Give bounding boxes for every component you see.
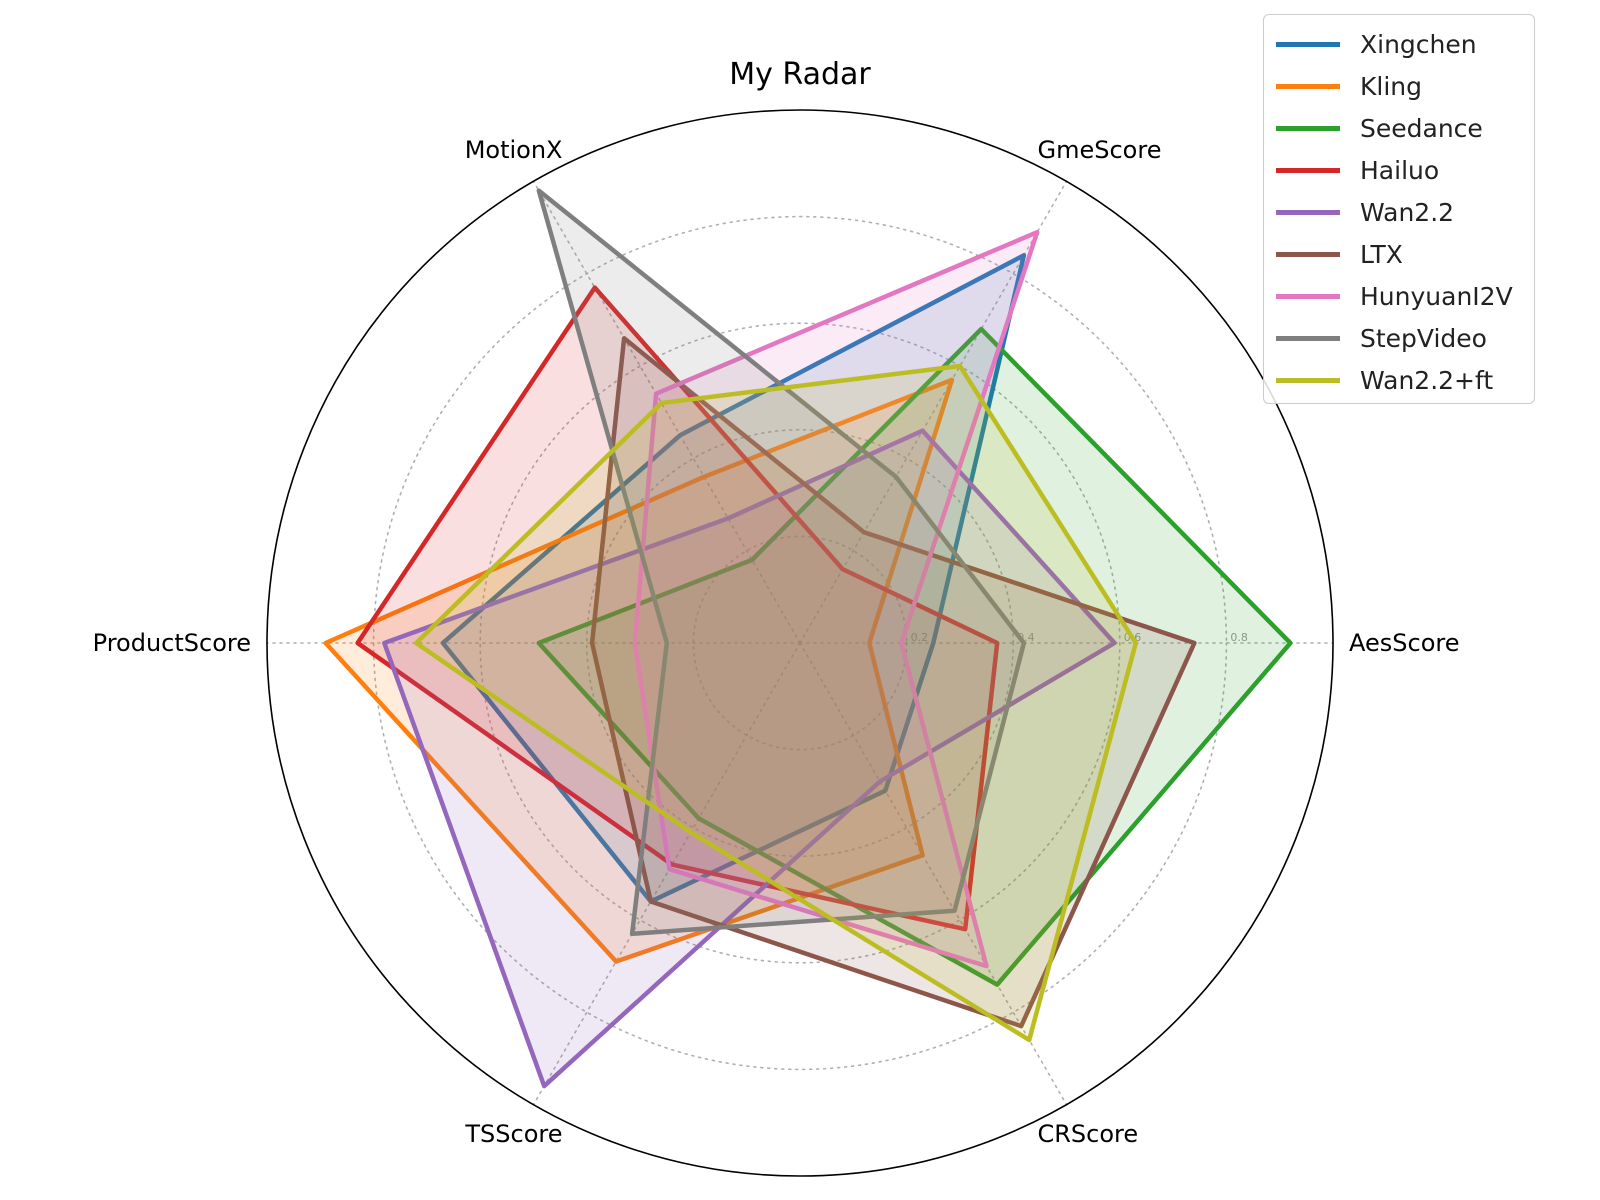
r-tick-label: 0.8: [1230, 631, 1248, 644]
axis-label-crscore: CRScore: [1038, 1120, 1139, 1148]
series-fill-stepvideo: [538, 190, 1024, 934]
legend-swatch: [1276, 167, 1340, 173]
axis-label-gmescore: GmeScore: [1038, 136, 1162, 164]
legend-item: HunyuanI2V: [1264, 275, 1534, 317]
series-line-hailuo: [355, 285, 1000, 932]
legend-swatch: [1276, 83, 1340, 89]
series-fill-xingchen: [442, 255, 1024, 902]
legend-label: Kling: [1360, 71, 1422, 101]
series-fill-seedance: [538, 329, 1291, 985]
series-fill-hailuo: [357, 287, 998, 930]
series-line-kling: [323, 377, 955, 964]
legend-label: StepVideo: [1360, 323, 1487, 353]
r-tick-label: 0.2: [911, 631, 929, 644]
legend-label: Hailuo: [1360, 155, 1440, 185]
legend-swatch: [1276, 377, 1340, 383]
legend-item: Xingchen: [1264, 23, 1534, 65]
legend-swatch: [1276, 335, 1340, 341]
legend-item: Seedance: [1264, 107, 1534, 149]
grid-ring: [585, 428, 1014, 857]
series-fill-wan2.2+ft: [416, 366, 1136, 1040]
series-line-wan2.2+ft: [413, 363, 1139, 1043]
series-line-wan2.2: [382, 428, 1117, 1089]
legend-label: Wan2.2: [1360, 197, 1455, 227]
legend-label: LTX: [1360, 239, 1403, 269]
legend-label: Xingchen: [1360, 29, 1477, 59]
axis-label-aesscore: AesScore: [1349, 629, 1459, 657]
legend-item: Wan2.2: [1264, 191, 1534, 233]
grid-spoke: [799, 642, 1068, 1106]
radar-axis-labels: AesScore GmeScore MotionX ProductScore TSSco…: [93, 136, 1460, 1148]
radar-series-layer: [323, 188, 1293, 1089]
legend-swatch: [1276, 125, 1340, 131]
legend-item: Hailuo: [1264, 149, 1534, 191]
legend-swatch: [1276, 209, 1340, 215]
legend-swatch: [1276, 293, 1340, 299]
chart-title: My Radar: [729, 57, 871, 92]
series-line-hunyuani2v: [632, 229, 1040, 969]
outer-frame: [266, 109, 1334, 1177]
legend-label: Wan2.2+ft: [1360, 365, 1494, 395]
series-line-seedance: [536, 326, 1293, 987]
legend-item: Wan2.2+ft: [1264, 359, 1534, 401]
legend-label: HunyuanI2V: [1360, 281, 1513, 311]
legend-item: LTX: [1264, 233, 1534, 275]
grid-spoke: [799, 180, 1068, 644]
axis-label-motionx: MotionX: [465, 136, 563, 164]
grid-spoke: [532, 642, 801, 1106]
grid-ring: [479, 322, 1121, 964]
legend: Xingchen Kling Seedance Hailuo Wan2.2 LTX Huny…: [1263, 14, 1535, 404]
series-fill-wan2.2: [384, 430, 1115, 1087]
legend-swatch: [1276, 251, 1340, 257]
series-line-xingchen: [440, 253, 1027, 904]
series-line-ltx: [589, 336, 1197, 1029]
grid-spoke: [532, 180, 801, 644]
axis-label-tsscore: TSScore: [464, 1120, 562, 1148]
legend-swatch: [1276, 41, 1340, 47]
legend-label: Seedance: [1360, 113, 1483, 143]
legend-item: StepVideo: [1264, 317, 1534, 359]
axis-label-productscore: ProductScore: [93, 629, 251, 657]
legend-item: Kling: [1264, 65, 1534, 107]
series-fill-ltx: [592, 338, 1195, 1027]
series-line-stepvideo: [536, 188, 1027, 937]
